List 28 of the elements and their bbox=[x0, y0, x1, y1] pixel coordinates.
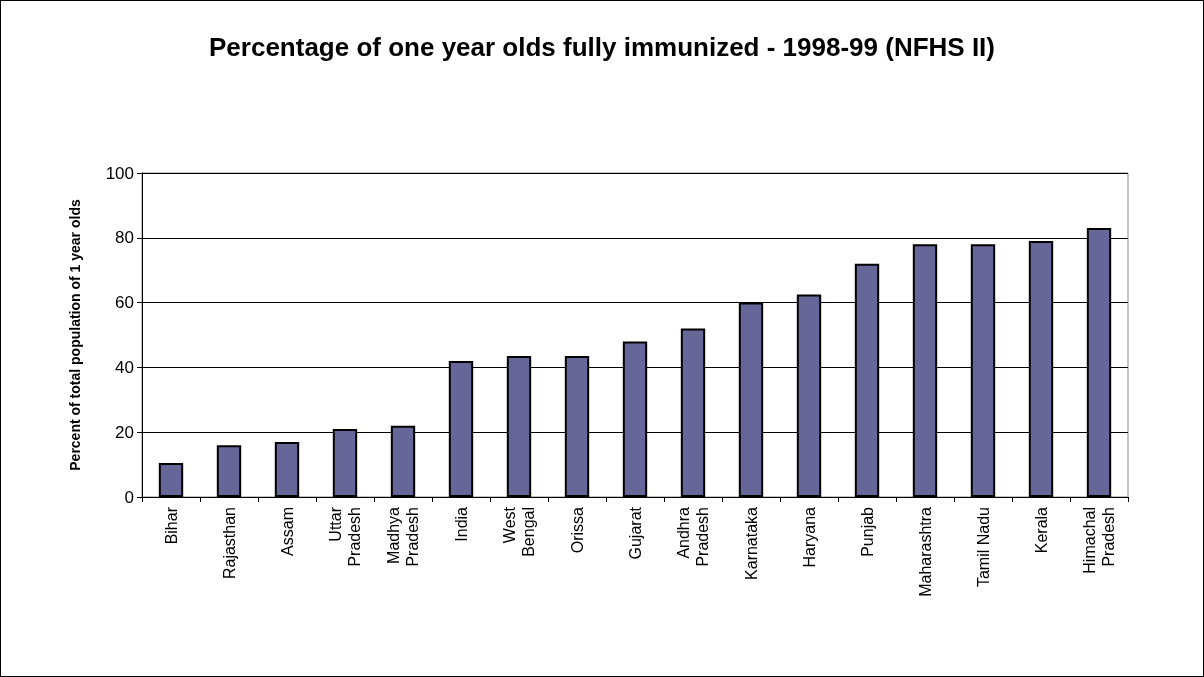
x-tick-label: Haryana bbox=[800, 506, 818, 568]
x-tick-label: Himachal Pradesh bbox=[1081, 507, 1117, 574]
x-tick-label: Rajasthan bbox=[220, 507, 238, 580]
y-tick-label: 80 bbox=[115, 228, 134, 248]
x-tick-label: West Bengal bbox=[501, 506, 537, 557]
y-tick-label: 0 bbox=[124, 487, 134, 507]
x-tick-label: Punjab bbox=[858, 506, 876, 557]
x-tick-label: Andhra Pradesh bbox=[675, 506, 711, 567]
x-tick-label: Kerala bbox=[1032, 506, 1050, 554]
x-tick-label: Tamil Nadu bbox=[974, 507, 992, 588]
y-tick-label: 40 bbox=[115, 357, 134, 377]
x-tick-label: Gujarat bbox=[626, 506, 644, 560]
x-tick-label: Karnataka bbox=[742, 506, 760, 580]
x-tick-label: Uttar Pradesh bbox=[327, 506, 363, 567]
bar bbox=[158, 462, 184, 497]
x-tick-label: India bbox=[452, 506, 470, 542]
y-tick-label: 100 bbox=[105, 163, 134, 183]
y-tick-label: 60 bbox=[115, 293, 134, 313]
x-tick-label: Assam bbox=[278, 507, 296, 556]
x-tick-label: Bihar bbox=[162, 506, 180, 545]
y-axis-title: Percent of total population of 1 year olds bbox=[67, 199, 83, 471]
x-tick-label: Orissa bbox=[568, 506, 586, 554]
bar bbox=[274, 441, 300, 497]
x-tick-label: Madhya Pradesh bbox=[385, 506, 421, 567]
x-tick-label: Maharashtra bbox=[916, 506, 934, 597]
bar bbox=[216, 445, 242, 497]
chart-title: Percentage of one year olds fully immunized - 1998-99 (NFHS II) bbox=[209, 32, 995, 62]
y-tick-label: 20 bbox=[115, 422, 134, 442]
